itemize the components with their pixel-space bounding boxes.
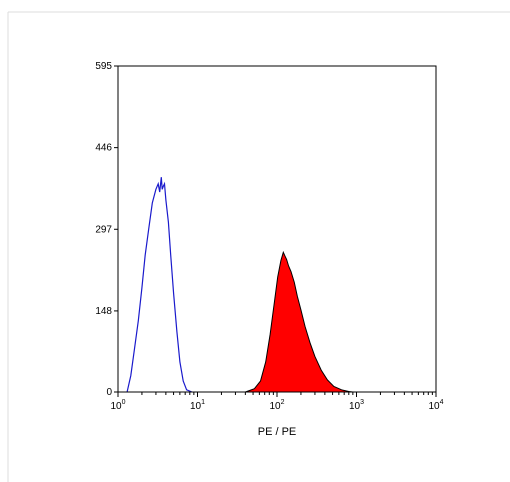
x-tick-label: 100 xyxy=(110,399,125,412)
y-tick-label: 0 xyxy=(106,387,112,398)
x-tick-label: 101 xyxy=(190,399,205,412)
y-tick-label: 148 xyxy=(95,306,112,317)
y-tick-label: 595 xyxy=(95,61,112,72)
x-tick-label: 103 xyxy=(349,399,364,412)
series-outline-0 xyxy=(126,177,193,393)
series-filled-1 xyxy=(245,250,353,393)
series-layer xyxy=(126,177,353,393)
y-tick-label: 297 xyxy=(95,224,112,235)
x-tick-label: 102 xyxy=(269,399,284,412)
x-axis-title: PE / PE xyxy=(258,426,297,438)
x-axis: 100 101 102 103 104 xyxy=(110,392,444,412)
y-axis: 0 148 297 446 595 xyxy=(95,61,118,398)
x-tick-label: 104 xyxy=(428,399,443,412)
y-tick-label: 446 xyxy=(95,143,112,154)
